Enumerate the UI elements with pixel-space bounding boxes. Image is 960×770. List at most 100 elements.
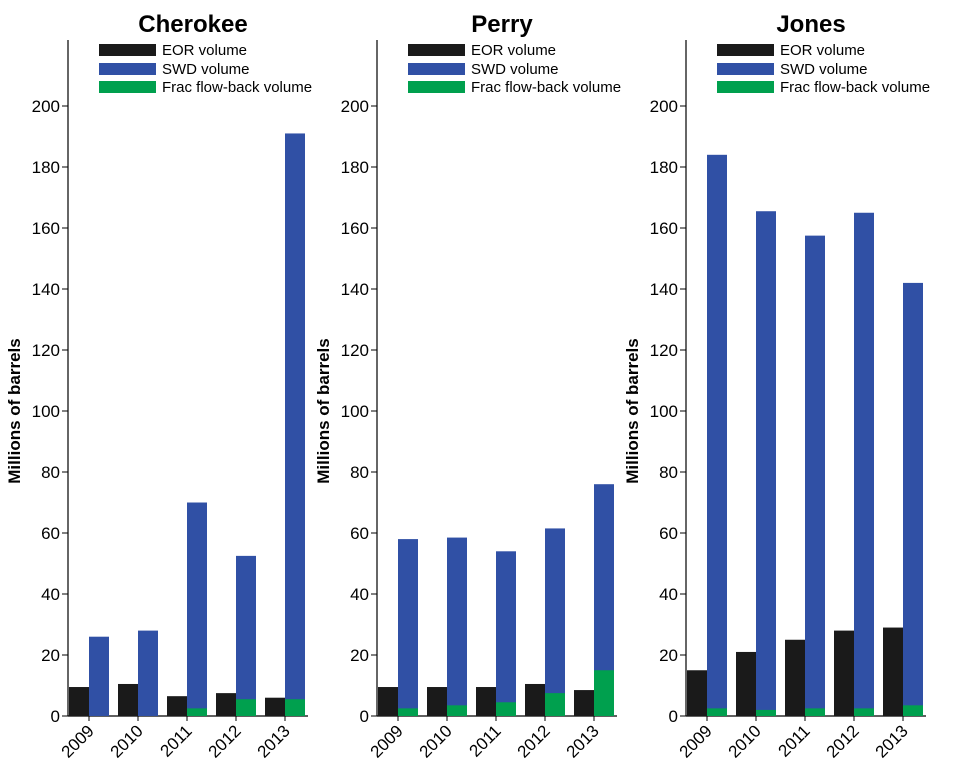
legend-swatch: [408, 44, 465, 56]
legend-label: SWD volume: [162, 61, 250, 78]
y-tick-label: 180: [650, 158, 678, 177]
bar-frac-2011: [805, 708, 825, 716]
legend-label: SWD volume: [780, 61, 868, 78]
x-tick-label: 2013: [254, 721, 294, 761]
x-tick-label: 2012: [823, 721, 863, 761]
bar-eor-2010: [118, 683, 138, 716]
x-tick-label: 2010: [416, 721, 456, 761]
legend-label: Frac flow-back volume: [780, 79, 930, 96]
panel-title: Perry: [471, 11, 533, 38]
bar-frac-2013: [594, 670, 614, 716]
legend-label: EOR volume: [471, 42, 556, 59]
bar-frac-2012: [545, 693, 565, 716]
y-tick-label: 100: [32, 402, 60, 421]
bar-swd-2013: [903, 282, 923, 716]
y-tick-label: 140: [650, 280, 678, 299]
y-tick-label: 180: [32, 158, 60, 177]
bar-swd-2010: [138, 630, 158, 716]
bar-swd-2012: [854, 212, 874, 716]
legend-swatch: [99, 63, 156, 75]
panel-title: Jones: [776, 11, 845, 38]
bar-eor-2011: [167, 696, 187, 716]
legend-label: Frac flow-back volume: [471, 79, 621, 96]
y-tick-label: 100: [650, 402, 678, 421]
x-tick-label: 2013: [563, 721, 603, 761]
y-tick-label: 40: [350, 585, 369, 604]
y-tick-label: 120: [341, 341, 369, 360]
legend-swatch: [717, 44, 774, 56]
y-tick-label: 120: [32, 341, 60, 360]
y-tick-label: 40: [659, 585, 678, 604]
y-tick-label: 200: [650, 97, 678, 116]
y-tick-label: 180: [341, 158, 369, 177]
x-tick-label: 2011: [466, 721, 505, 760]
bar-eor-2013: [574, 690, 594, 716]
legend-swatch: [99, 44, 156, 56]
y-tick-label: 140: [341, 280, 369, 299]
legend-swatch: [717, 81, 774, 93]
bar-eor-2011: [785, 639, 805, 716]
y-tick-label: 0: [669, 707, 678, 726]
x-tick-label: 2012: [205, 721, 245, 761]
x-tick-label: 2012: [514, 721, 554, 761]
y-tick-label: 160: [32, 219, 60, 238]
bar-swd-2013: [594, 484, 614, 716]
y-tick-label: 140: [32, 280, 60, 299]
y-tick-label: 60: [659, 524, 678, 543]
x-tick-label: 2011: [775, 721, 814, 760]
x-tick-label: 2013: [872, 721, 912, 761]
legend-swatch: [408, 81, 465, 93]
y-tick-label: 200: [32, 97, 60, 116]
y-tick-label: 20: [41, 646, 60, 665]
legend-label: EOR volume: [162, 42, 247, 59]
y-tick-label: 160: [341, 219, 369, 238]
bar-frac-2013: [903, 705, 923, 716]
x-tick-label: 2010: [107, 721, 147, 761]
y-tick-label: 20: [659, 646, 678, 665]
bar-eor-2009: [378, 687, 398, 716]
y-tick-label: 60: [41, 524, 60, 543]
y-axis-label: Millions of barrels: [5, 338, 24, 483]
legend-swatch: [408, 63, 465, 75]
y-tick-label: 160: [650, 219, 678, 238]
bar-swd-2013: [285, 133, 305, 716]
y-axis-label: Millions of barrels: [314, 338, 333, 483]
bar-eor-2012: [525, 683, 545, 716]
x-tick-label: 2011: [157, 721, 196, 760]
bar-swd-2009: [707, 154, 727, 717]
legend-label: Frac flow-back volume: [162, 79, 312, 96]
y-tick-label: 0: [360, 707, 369, 726]
bar-frac-2012: [236, 699, 256, 716]
y-tick-label: 40: [41, 585, 60, 604]
x-tick-label: 2009: [58, 721, 98, 761]
bar-eor-2009: [687, 670, 707, 716]
bar-swd-2011: [496, 551, 516, 716]
y-tick-label: 200: [341, 97, 369, 116]
bar-eor-2013: [265, 697, 285, 716]
bar-eor-2010: [427, 687, 447, 716]
panel-title: Cherokee: [138, 11, 247, 38]
legend-label: SWD volume: [471, 61, 559, 78]
y-tick-label: 60: [350, 524, 369, 543]
y-tick-label: 120: [650, 341, 678, 360]
bar-frac-2011: [187, 708, 207, 716]
bar-eor-2012: [216, 693, 236, 716]
y-tick-label: 100: [341, 402, 369, 421]
bar-frac-2011: [496, 702, 516, 716]
bar-frac-2010: [756, 709, 776, 716]
bar-eor-2012: [834, 630, 854, 716]
bar-frac-2013: [285, 699, 305, 716]
x-tick-label: 2010: [725, 721, 765, 761]
y-tick-label: 80: [350, 463, 369, 482]
y-tick-label: 20: [350, 646, 369, 665]
y-tick-label: 80: [41, 463, 60, 482]
bar-swd-2009: [89, 636, 109, 716]
x-tick-label: 2009: [676, 721, 716, 761]
bar-eor-2010: [736, 651, 756, 716]
y-tick-label: 0: [51, 707, 60, 726]
legend-label: EOR volume: [780, 42, 865, 59]
bar-eor-2011: [476, 687, 496, 716]
bar-swd-2011: [187, 502, 207, 716]
